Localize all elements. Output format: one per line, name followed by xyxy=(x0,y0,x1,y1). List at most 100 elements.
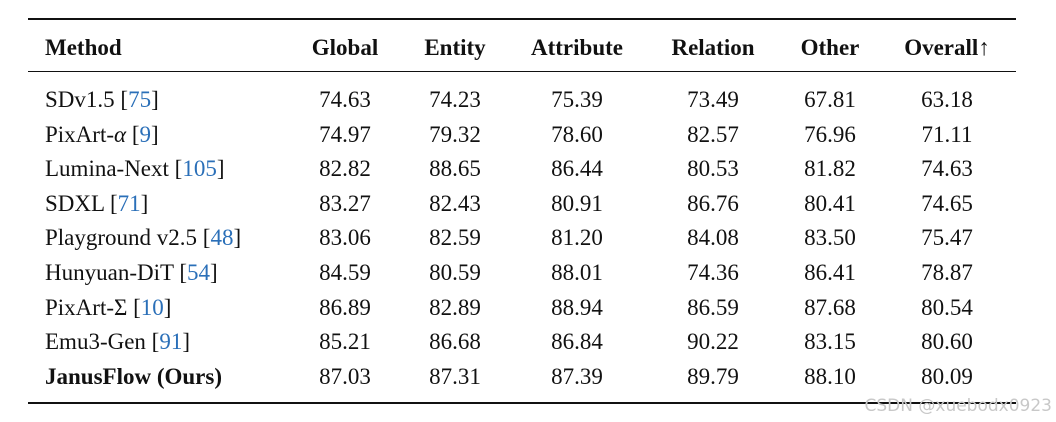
score-cell: 81.82 xyxy=(804,156,856,182)
method-cell: Emu3-Gen [91] xyxy=(45,327,190,357)
citation[interactable]: 9 xyxy=(139,121,152,147)
score-cell: 83.15 xyxy=(804,329,856,355)
method-name: SDXL [ xyxy=(45,190,118,216)
method-cell: PixArt-Σ [10] xyxy=(45,293,171,323)
score-cell: 79.32 xyxy=(429,121,481,147)
method-name: SDv1.5 [ xyxy=(45,87,129,112)
citation[interactable]: 48 xyxy=(210,225,234,251)
score-cell: 74.63 xyxy=(921,156,973,182)
score-cell: 86.59 xyxy=(687,294,739,320)
method-cell: SDXL [71] xyxy=(45,189,148,219)
score-cell: 83.27 xyxy=(319,190,371,216)
score-cell: 86.68 xyxy=(429,329,481,355)
score-cell: 86.44 xyxy=(551,156,603,182)
score-cell: 82.82 xyxy=(319,156,371,182)
header-cell: Overall↑ xyxy=(904,35,990,60)
method-name: Emu3-Gen [ xyxy=(45,329,160,355)
header-cell: Relation xyxy=(671,35,755,60)
score-cell: 71.11 xyxy=(921,121,973,147)
score-cell: 74.65 xyxy=(921,190,973,216)
header-cell: Global xyxy=(311,35,379,60)
top-rule xyxy=(28,18,1016,20)
method-name: ] xyxy=(216,156,225,182)
score-cell: 76.96 xyxy=(804,121,856,147)
method-name: PixArt-α [ xyxy=(45,121,140,147)
score-cell: 84.08 xyxy=(687,225,739,251)
score-cell: 80.54 xyxy=(921,294,973,320)
score-cell: 81.20 xyxy=(551,225,603,251)
score-cell: 89.79 xyxy=(687,363,739,389)
score-cell: 82.57 xyxy=(687,121,739,147)
header-cell: Method xyxy=(45,35,122,60)
method-name: ] xyxy=(151,121,159,147)
method-name: Lumina-Next [ xyxy=(45,156,183,182)
citation[interactable]: 105 xyxy=(182,156,217,182)
score-cell: 80.41 xyxy=(804,190,856,216)
header-cell: Other xyxy=(800,35,860,60)
method-name: ] xyxy=(163,294,172,320)
score-cell: 80.60 xyxy=(921,329,973,355)
score-cell: 87.39 xyxy=(551,363,603,389)
score-cell: 82.89 xyxy=(429,294,481,320)
score-cell: 82.43 xyxy=(429,190,481,216)
citation[interactable]: 75 xyxy=(128,87,152,112)
score-cell: 88.65 xyxy=(429,156,481,182)
citation[interactable]: 91 xyxy=(159,329,183,355)
method-cell: JanusFlow (Ours) xyxy=(45,362,222,392)
score-cell: 87.03 xyxy=(319,363,371,389)
score-cell: 83.50 xyxy=(804,225,856,251)
watermark: CSDN @xuebodx0923 xyxy=(864,396,1052,416)
method-cell: PixArt-α [9] xyxy=(45,120,159,150)
score-cell: 80.59 xyxy=(429,260,481,285)
score-cell: 63.18 xyxy=(921,87,973,112)
score-cell: 80.91 xyxy=(551,190,603,216)
method-name: Hunyuan-DiT [ xyxy=(45,260,188,285)
header-cell: Entity xyxy=(424,35,486,60)
citation[interactable]: 54 xyxy=(187,260,211,285)
score-cell: 90.22 xyxy=(687,329,739,355)
score-cell: 80.09 xyxy=(921,363,973,389)
method-cell: Playground v2.5 [48] xyxy=(45,223,241,253)
score-cell: 85.21 xyxy=(319,329,371,355)
method-name: ] xyxy=(210,260,218,285)
method-cell: SDv1.5 [75] xyxy=(45,85,159,115)
method-name: ] xyxy=(151,87,159,112)
score-cell: 82.59 xyxy=(429,225,481,251)
method-name: ] xyxy=(182,329,190,355)
score-cell: 83.06 xyxy=(319,225,371,251)
score-cell: 73.49 xyxy=(687,87,739,112)
score-cell: 80.53 xyxy=(687,156,739,182)
method-cell: Hunyuan-DiT [54] xyxy=(45,258,218,288)
score-cell: 75.47 xyxy=(921,225,973,251)
score-cell: 74.23 xyxy=(429,87,481,112)
method-name: Playground v2.5 [ xyxy=(45,225,211,251)
method-name: JanusFlow (Ours) xyxy=(45,363,222,389)
score-cell: 86.41 xyxy=(804,260,856,285)
bottom-rule xyxy=(28,402,1016,404)
method-cell: Lumina-Next [105] xyxy=(45,154,225,184)
score-cell: 74.36 xyxy=(687,260,739,285)
score-cell: 78.87 xyxy=(921,260,973,285)
score-cell: 87.68 xyxy=(804,294,856,320)
header-cell: Attribute xyxy=(531,35,623,60)
score-cell: 74.63 xyxy=(319,87,371,112)
score-cell: 75.39 xyxy=(551,87,603,112)
score-cell: 78.60 xyxy=(551,121,603,147)
method-name: ] xyxy=(233,225,242,251)
score-cell: 86.84 xyxy=(551,329,603,355)
score-cell: 87.31 xyxy=(429,363,481,389)
method-name: PixArt-Σ [ xyxy=(45,294,141,320)
score-cell: 84.59 xyxy=(319,260,371,285)
score-cell: 74.97 xyxy=(319,121,371,147)
score-cell: 88.10 xyxy=(804,363,856,389)
citation[interactable]: 10 xyxy=(140,294,164,320)
header-rule xyxy=(28,71,1016,72)
citation[interactable]: 71 xyxy=(117,190,141,216)
score-cell: 86.89 xyxy=(319,294,371,320)
score-cell: 88.01 xyxy=(551,260,603,285)
score-cell: 86.76 xyxy=(687,190,739,216)
score-cell: 88.94 xyxy=(551,294,603,320)
score-cell: 67.81 xyxy=(804,87,856,112)
method-name: ] xyxy=(140,190,149,216)
